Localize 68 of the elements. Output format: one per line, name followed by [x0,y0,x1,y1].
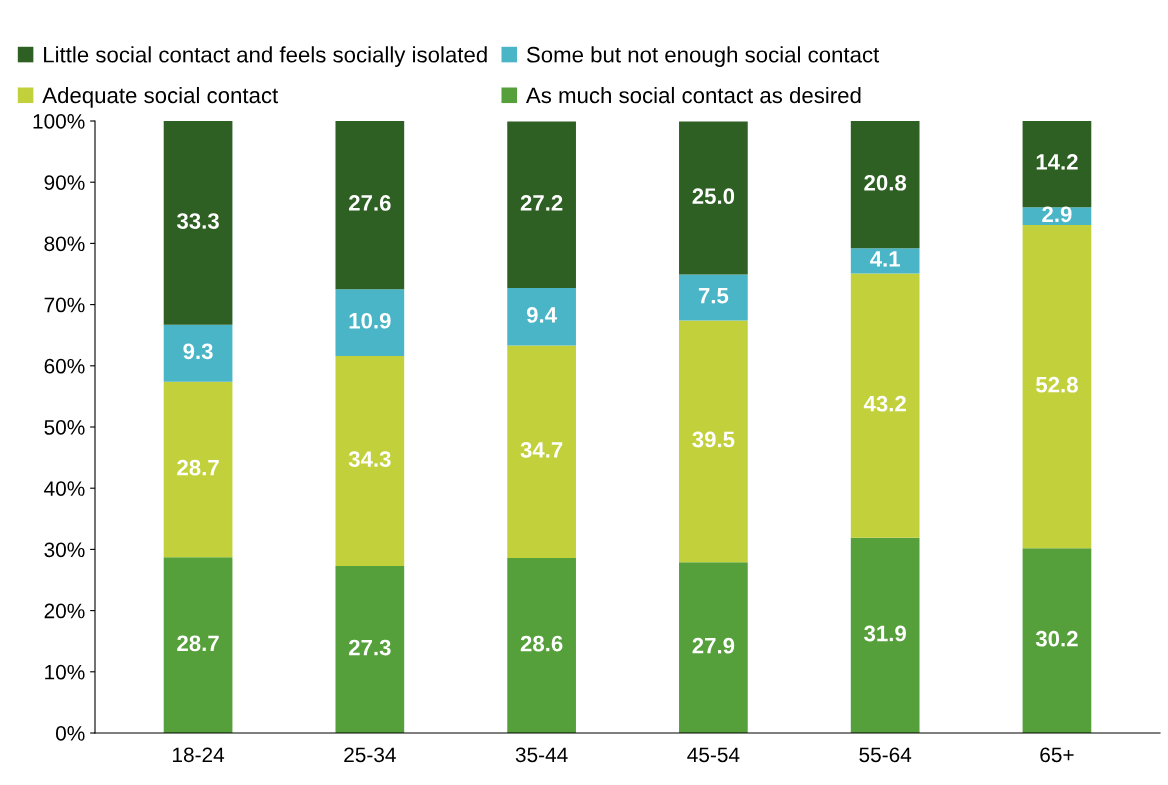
bar [163,381,233,558]
bar [507,288,576,346]
data-label: 28.6 [520,635,563,652]
bar [1022,121,1092,208]
bar [507,557,576,733]
data-label: 27.3 [348,639,391,656]
bar [679,274,748,321]
data-label: 34.3 [348,451,391,467]
bar [335,289,405,357]
data-label: 9.4 [526,307,557,323]
data-label: 30.2 [1035,630,1078,647]
bar [335,356,405,566]
data-label: 33.3 [176,213,219,229]
bar [679,320,748,563]
x-tick-label: 35-44 [515,747,568,763]
data-label: 20.8 [864,174,907,191]
data-label: 9.3 [183,343,213,360]
data-label: 7.5 [698,288,729,304]
y-tick-label: 20% [44,603,85,619]
data-label: 27.2 [520,195,563,211]
bar [507,345,576,558]
x-tick-label: 65+ [1040,747,1074,763]
y-tick-label: 80% [44,236,85,252]
data-label: 28.7 [177,635,219,652]
bar [850,537,920,733]
bar [850,273,920,538]
legend-label: Some but not enough social contact [526,46,880,67]
data-label: 34.7 [520,442,563,458]
legend-label: Adequate social contact [42,86,279,108]
data-label: 10.9 [349,312,391,329]
y-tick-label: 70% [44,297,85,313]
bar [163,324,233,382]
bar [850,248,920,274]
bar [163,557,233,733]
data-label: 52.8 [1036,376,1078,393]
legend-label: As much social contact as desired [525,86,861,104]
data-label: 28.7 [177,459,219,476]
data-label: 43.2 [863,395,906,412]
bar [335,565,405,733]
y-tick-label: 30% [44,542,85,558]
data-label: 31.9 [864,625,906,642]
data-label: 14.2 [1036,154,1078,170]
bar [1022,225,1092,549]
x-tick-label: 55-64 [859,747,912,763]
bar [335,121,405,290]
y-tick-label: 40% [44,481,85,496]
bar [1022,548,1092,733]
bar [679,121,748,275]
y-tick-label: 0% [55,726,85,741]
data-label: 27.9 [692,637,735,654]
data-label: 2.9 [1042,206,1072,223]
legend-label: Little social contact and feels socially isolated [44,46,487,67]
data-label: 25.0 [692,188,735,205]
x-tick-label: 18-24 [173,747,225,763]
x-tick-label: 45-54 [687,747,740,763]
data-label: 4.1 [870,251,900,267]
data-label: 27.6 [348,195,391,211]
data-label: 39.5 [692,431,735,448]
bar [850,121,920,249]
y-tick-label: 90% [44,175,85,190]
bar [163,121,233,325]
bar [679,562,748,733]
y-tick-label: 100% [33,114,85,129]
y-tick-label: 50% [44,420,85,435]
y-tick-label: 60% [44,358,85,374]
y-tick-label: 10% [45,664,85,680]
bar [507,121,576,289]
x-tick-label: 25-34 [344,747,396,763]
